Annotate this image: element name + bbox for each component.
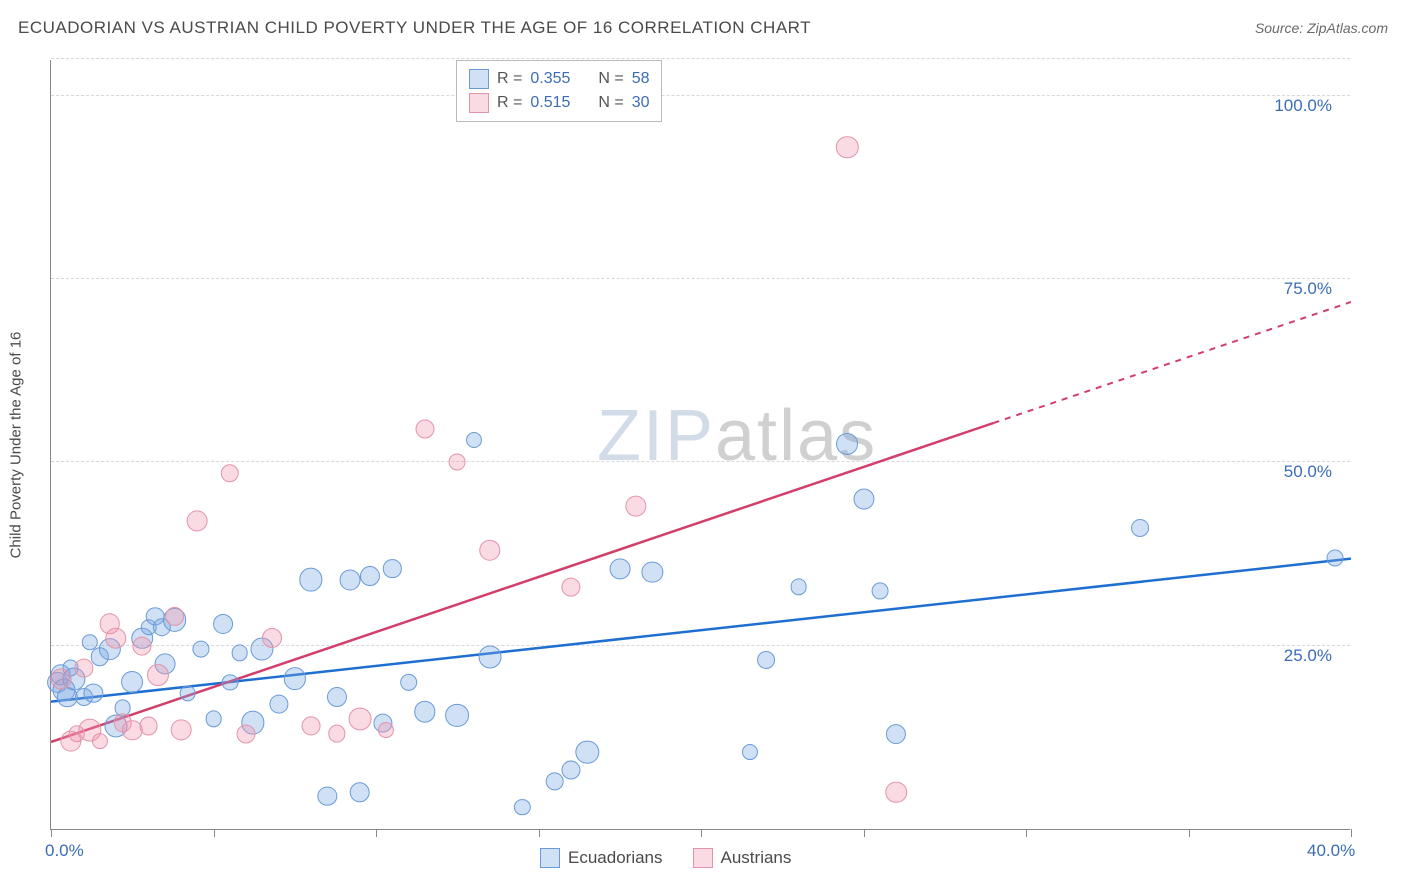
data-point xyxy=(327,687,347,707)
x-tick xyxy=(1351,829,1352,837)
data-point xyxy=(302,717,321,736)
data-point xyxy=(74,658,93,677)
legend-stat-row: R =0.515N =30 xyxy=(469,91,649,115)
data-point xyxy=(576,740,599,763)
data-point xyxy=(479,540,500,561)
data-point xyxy=(871,582,888,599)
data-point xyxy=(318,786,337,805)
legend-series-label: Austrians xyxy=(721,848,792,868)
legend-series-item: Ecuadorians xyxy=(540,848,663,868)
legend-swatch xyxy=(469,93,489,113)
data-point xyxy=(205,711,222,728)
data-point xyxy=(262,628,282,648)
data-point xyxy=(349,782,370,803)
data-point xyxy=(50,668,71,689)
data-point xyxy=(213,614,233,634)
data-point xyxy=(105,628,126,649)
source-label: Source: ZipAtlas.com xyxy=(1255,20,1388,36)
data-point xyxy=(1326,549,1343,566)
x-tick xyxy=(214,829,215,837)
data-point xyxy=(885,782,907,804)
data-point xyxy=(269,695,288,714)
x-tick-label: 40.0% xyxy=(1307,841,1355,861)
data-point xyxy=(465,432,481,448)
data-point xyxy=(179,685,196,702)
data-point xyxy=(836,136,858,158)
data-point xyxy=(790,579,807,596)
data-point xyxy=(445,703,469,727)
legend-stats: R =0.355N =58R =0.515N =30 xyxy=(456,60,662,122)
data-point xyxy=(757,651,775,669)
y-tick-label: 75.0% xyxy=(1284,279,1332,299)
chart-title: ECUADORIAN VS AUSTRIAN CHILD POVERTY UND… xyxy=(18,18,811,38)
legend-swatch xyxy=(540,848,560,868)
data-point xyxy=(299,568,322,591)
gridline xyxy=(51,278,1350,279)
data-point xyxy=(92,733,108,749)
data-point xyxy=(383,560,401,578)
legend-swatch xyxy=(693,848,713,868)
x-tick xyxy=(376,829,377,837)
gridline xyxy=(51,645,1350,646)
data-point xyxy=(1131,519,1149,537)
data-point xyxy=(340,569,361,590)
watermark: ZIPatlas xyxy=(597,395,877,477)
x-tick xyxy=(864,829,865,837)
legend-swatch xyxy=(469,69,489,89)
x-tick xyxy=(51,829,52,837)
data-point xyxy=(545,772,564,791)
data-point xyxy=(220,464,239,483)
data-point xyxy=(147,664,169,686)
data-point xyxy=(139,717,158,736)
data-point xyxy=(284,668,306,690)
data-point xyxy=(478,645,501,668)
data-point xyxy=(415,420,434,439)
gridline xyxy=(51,461,1350,462)
data-point xyxy=(187,511,208,532)
data-point xyxy=(742,744,758,760)
legend-stat-row: R =0.355N =58 xyxy=(469,67,649,91)
data-point xyxy=(165,606,185,626)
x-tick xyxy=(701,829,702,837)
data-point xyxy=(348,708,371,731)
data-point xyxy=(514,799,530,815)
x-tick xyxy=(1189,829,1190,837)
data-point xyxy=(561,577,580,596)
data-point xyxy=(642,562,663,583)
y-axis-label: Child Poverty Under the Age of 16 xyxy=(8,332,25,559)
y-tick-label: 100.0% xyxy=(1274,96,1332,116)
data-point xyxy=(84,684,103,703)
data-point xyxy=(132,636,151,655)
x-tick-label: 0.0% xyxy=(45,841,84,861)
gridline xyxy=(51,58,1350,59)
x-tick xyxy=(539,829,540,837)
data-point xyxy=(625,496,646,517)
data-point xyxy=(192,641,209,658)
data-point xyxy=(121,671,143,693)
data-point xyxy=(449,454,466,471)
data-point xyxy=(328,725,345,742)
y-tick-label: 25.0% xyxy=(1284,646,1332,666)
x-tick xyxy=(1026,829,1027,837)
y-tick-label: 50.0% xyxy=(1284,462,1332,482)
gridline xyxy=(51,95,1350,96)
data-point xyxy=(414,701,435,722)
data-point xyxy=(237,724,256,743)
data-point xyxy=(561,761,580,780)
plot-area: 25.0%50.0%75.0%100.0%0.0%40.0%ZIPatlas xyxy=(50,60,1350,830)
data-point xyxy=(378,722,394,738)
data-point xyxy=(231,645,248,662)
legend-series-label: Ecuadorians xyxy=(568,848,663,868)
data-point xyxy=(836,433,858,455)
data-point xyxy=(853,488,874,509)
legend-series-item: Austrians xyxy=(693,848,792,868)
data-point xyxy=(221,674,238,691)
legend-series: Ecuadorians Austrians xyxy=(540,848,791,868)
data-point xyxy=(400,674,418,692)
data-point xyxy=(609,558,630,579)
data-point xyxy=(171,720,192,741)
data-point xyxy=(359,566,379,586)
data-point xyxy=(886,724,906,744)
